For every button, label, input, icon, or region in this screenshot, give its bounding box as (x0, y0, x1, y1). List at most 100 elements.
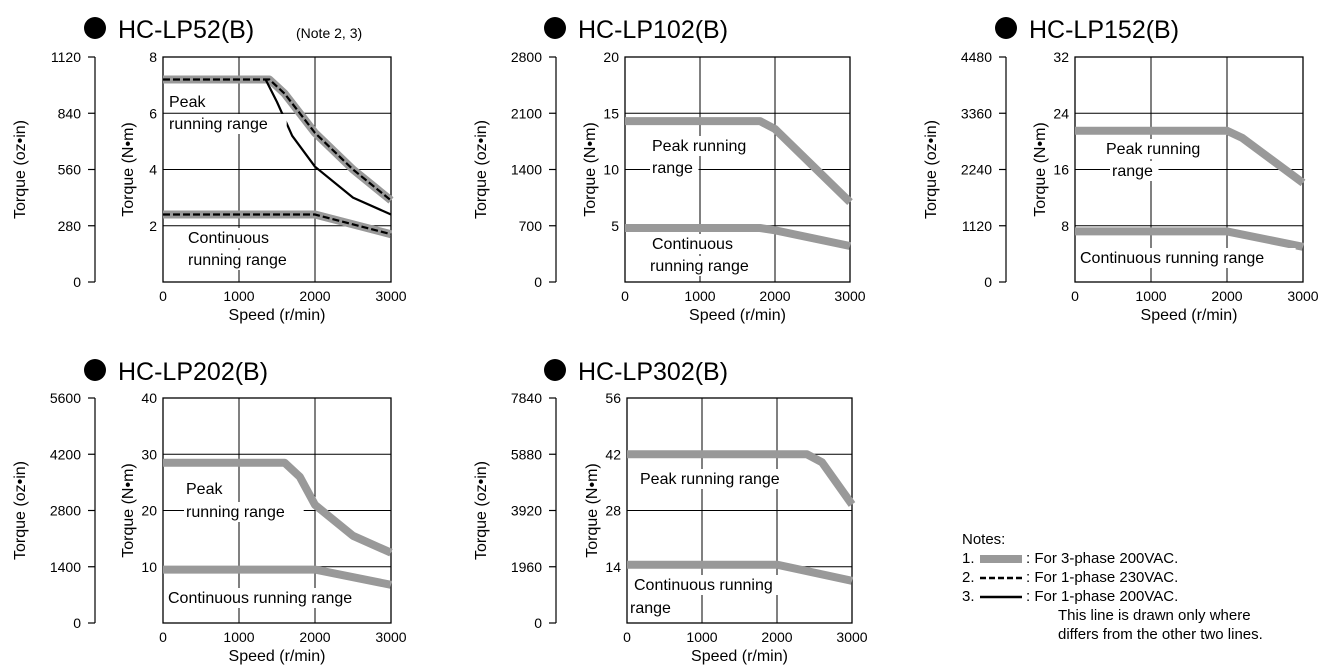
bullet-icon (84, 359, 106, 381)
nm-tick-label: 10 (603, 162, 619, 178)
region-label: running range (186, 504, 285, 521)
plot-frame (162, 397, 392, 624)
nm-tick-label: 20 (141, 503, 157, 519)
chart-title: HC-LP52(B) (118, 16, 254, 44)
nm-tick-label: 42 (605, 446, 621, 462)
series-line-3phase-200vac (163, 458, 393, 557)
oz-axis-title: Torque (oz•in) (12, 461, 29, 560)
note-item-3: 3. : For 1-phase 200VAC. (962, 587, 1330, 606)
notes-legend: Notes: 1. : For 3-phase 200VAC. 2. : For… (962, 530, 1330, 644)
bullet-icon (84, 17, 106, 39)
oz-tick-label: 2800 (511, 49, 542, 65)
note-number: 3. (962, 588, 975, 605)
oz-tick-label: 4200 (50, 446, 81, 462)
nm-tick-label: 16 (1053, 162, 1069, 178)
plot-frame (162, 56, 392, 283)
oz-tick-label: 280 (58, 218, 82, 234)
oz-axis-title: Torque (oz•in) (923, 120, 940, 219)
x-tick-label: 3000 (836, 629, 867, 645)
note-text: : For 3-phase 200VAC. (1026, 550, 1179, 567)
oz-tick-label: 840 (58, 105, 82, 121)
oz-tick-label: 1400 (50, 559, 81, 575)
note-item-2: 2. : For 1-phase 230VAC. (962, 568, 1330, 587)
nm-axis-title: Torque (N•m) (1032, 122, 1049, 217)
x-tick-label: 3000 (375, 629, 406, 645)
region-label: Peak (169, 94, 206, 111)
nm-tick-label: 32 (1053, 49, 1069, 65)
x-tick-label: 0 (621, 288, 629, 304)
region-label: Peak running range (640, 471, 780, 488)
bullet-icon (544, 359, 566, 381)
nm-tick-label: 14 (605, 559, 621, 575)
series-line-3phase-200vac (1075, 126, 1306, 187)
nm-tick-label: 8 (149, 49, 157, 65)
x-tick-label: 2000 (759, 288, 790, 304)
label-background (632, 575, 797, 595)
x-tick-label: 2000 (761, 629, 792, 645)
x-tick-label: 0 (1071, 288, 1079, 304)
chart-title: HC-LP152(B) (1029, 16, 1179, 44)
label-background (1104, 139, 1215, 159)
note-text: : For 1-phase 230VAC. (1026, 569, 1179, 586)
x-tick-label: 2000 (299, 288, 330, 304)
label-background (184, 479, 224, 499)
region-label: Continuous running range (1080, 250, 1264, 267)
series-line-3phase-200vac (627, 450, 856, 507)
nm-tick-label: 56 (605, 390, 621, 406)
label-background (167, 114, 287, 134)
note-number: 1. (962, 550, 975, 567)
x-tick-label: 3000 (1287, 288, 1318, 304)
oz-tick-label: 5880 (511, 446, 542, 462)
oz-tick-label: 7840 (511, 390, 542, 406)
oz-tick-label: 0 (984, 274, 992, 290)
nm-axis-title: Torque (N•m) (120, 122, 137, 217)
bullet-icon (995, 17, 1017, 39)
plot-frame (624, 56, 851, 283)
oz-tick-label: 1120 (51, 49, 81, 65)
label-background (650, 158, 699, 178)
label-background (1078, 248, 1296, 268)
chart-note: (Note 2, 3) (296, 25, 362, 41)
plot-frame (626, 397, 853, 624)
label-background (186, 250, 306, 270)
x-axis-title: Speed (r/min) (229, 648, 326, 665)
x-tick-label: 0 (159, 629, 167, 645)
oz-tick-label: 3920 (511, 503, 542, 519)
series-line-1phase-230vac (163, 78, 392, 202)
nm-tick-label: 40 (141, 390, 157, 406)
x-tick-label: 3000 (375, 288, 406, 304)
oz-tick-label: 0 (534, 615, 542, 631)
note-number: 2. (962, 569, 975, 586)
note-extra-line-2: differs from the other two lines. (1058, 626, 1263, 643)
solid-line-swatch (980, 595, 1022, 598)
note-item-1: 1. : For 3-phase 200VAC. (962, 549, 1330, 568)
x-axis-title: Speed (r/min) (229, 307, 326, 324)
region-label: Continuous running range (168, 590, 352, 607)
x-axis-title: Speed (r/min) (689, 307, 786, 324)
label-background (1110, 161, 1159, 181)
oz-axis-title: Torque (oz•in) (473, 120, 490, 219)
region-label: range (1112, 163, 1153, 180)
note-extra-line-1: This line is drawn only where (1058, 607, 1251, 624)
nm-tick-label: 15 (603, 105, 619, 121)
nm-tick-label: 20 (603, 49, 619, 65)
oz-axis-title: Torque (oz•in) (473, 461, 490, 560)
nm-tick-label: 28 (605, 503, 621, 519)
nm-tick-label: 5 (611, 218, 619, 234)
thick-gray-line-swatch (980, 554, 1022, 563)
region-label: running range (188, 252, 287, 269)
oz-tick-label: 1960 (511, 559, 542, 575)
oz-tick-label: 5600 (50, 390, 81, 406)
oz-tick-label: 2240 (961, 162, 992, 178)
nm-axis-title: Torque (N•m) (120, 463, 137, 558)
series-line-3phase-200vac (625, 224, 851, 250)
x-tick-label: 1000 (686, 629, 717, 645)
plot-frame (1074, 56, 1304, 283)
x-tick-label: 1000 (684, 288, 715, 304)
region-label: range (652, 160, 693, 177)
region-label: Peak running (1106, 141, 1200, 158)
series-line-3phase-200vac (163, 565, 392, 589)
x-tick-label: 3000 (834, 288, 865, 304)
chart-title: HC-LP302(B) (578, 358, 728, 386)
